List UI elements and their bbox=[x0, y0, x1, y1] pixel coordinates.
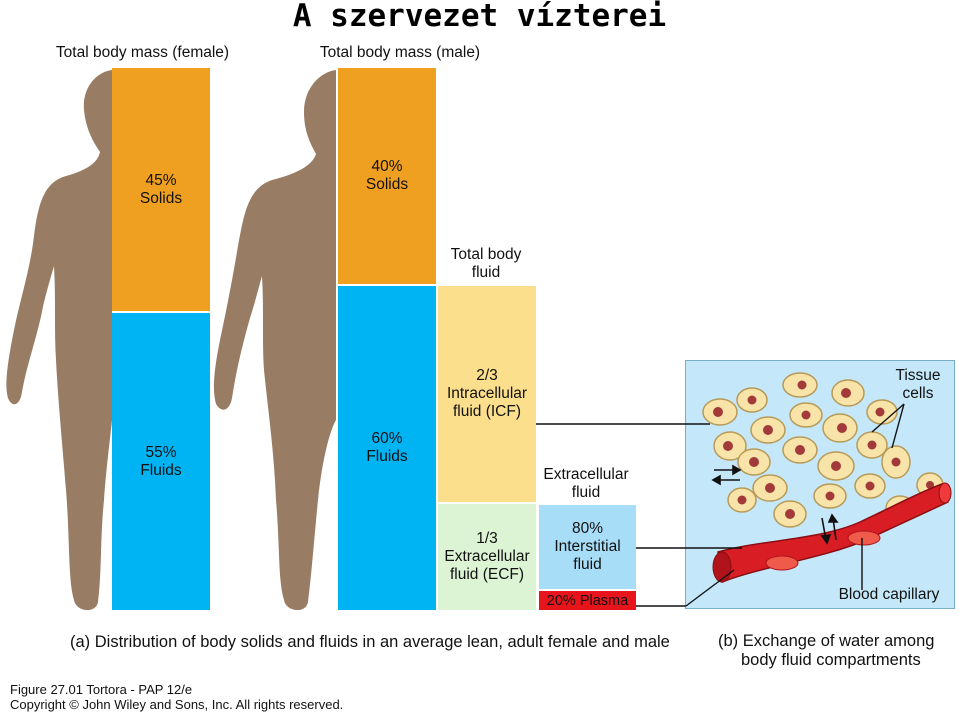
figure-credit: Figure 27.01 Tortora - PAP 12/e bbox=[10, 682, 193, 697]
leader-lines bbox=[536, 403, 905, 607]
blood-capillary-shape bbox=[712, 482, 952, 584]
page-title: A szervezet vízterei bbox=[292, 0, 667, 34]
male-fluids-label: 60% Fluids bbox=[366, 430, 408, 465]
female-fluids-bar: 55% Fluids bbox=[112, 313, 210, 610]
ecf-label: 1/3 Extracellular fluid (ECF) bbox=[444, 530, 530, 583]
female-silhouette bbox=[6, 70, 112, 611]
total-body-fluid-header: Total body fluid bbox=[450, 246, 522, 281]
icf-label: 2/3 Intracellular fluid (ICF) bbox=[446, 367, 528, 420]
copyright: Copyright © John Wiley and Sons, Inc. Al… bbox=[10, 697, 344, 712]
caption-b-line2: body fluid compartments bbox=[741, 651, 921, 669]
male-fluids-bar: 60% Fluids bbox=[338, 286, 436, 610]
exchange-arrows bbox=[711, 464, 839, 545]
tissue-cells-label: Tissue cells bbox=[895, 367, 941, 402]
female-fluids-label: 55% Fluids bbox=[140, 443, 182, 479]
female-solids-bar: 45% Solids bbox=[112, 68, 210, 311]
plasma-label: 20% Plasma bbox=[546, 592, 629, 609]
icf-block: 2/3 Intracellular fluid (ICF) bbox=[438, 286, 536, 502]
caption-a: (a) Distribution of body solids and flui… bbox=[70, 633, 670, 651]
male-silhouette bbox=[213, 70, 336, 611]
male-solids-bar: 40% Solids bbox=[338, 68, 436, 284]
interstitial-block: 80% Interstitial fluid bbox=[539, 505, 636, 589]
ecf-block: 1/3 Extracellular fluid (ECF) bbox=[438, 504, 536, 610]
extracellular-header: Extracellular fluid bbox=[543, 466, 629, 501]
blood-capillary-label: Blood capillary bbox=[838, 586, 940, 603]
female-solids-label: 45% Solids bbox=[139, 171, 183, 207]
male-solids-label: 40% Solids bbox=[365, 158, 409, 193]
interstitial-label: 80% Interstitial fluid bbox=[554, 520, 621, 573]
male-header: Total body mass (male) bbox=[319, 44, 481, 61]
caption-b-line1: (b) Exchange of water among bbox=[718, 632, 935, 650]
plasma-block: 20% Plasma bbox=[539, 591, 636, 610]
female-header: Total body mass (female) bbox=[55, 44, 230, 61]
